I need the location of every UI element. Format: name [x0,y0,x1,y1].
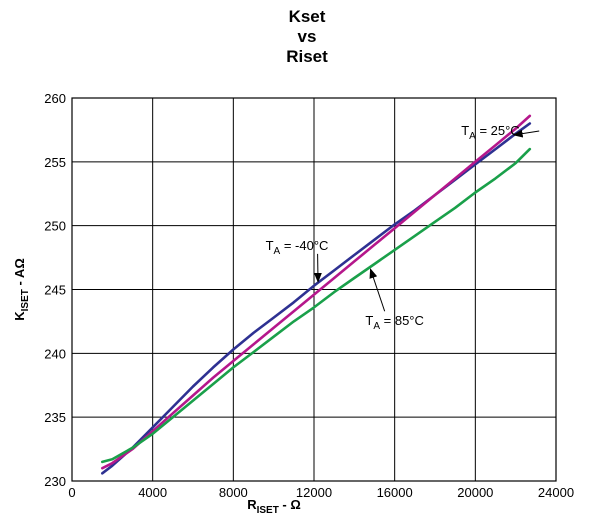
y-tick-labels: 230 235 240 245 250 255 260 [44,91,66,489]
y-tick-label: 230 [44,474,66,489]
y-tick-label: 255 [44,155,66,170]
annotation-label: TA = 25°C [461,123,520,142]
y-tick-label: 235 [44,410,66,425]
series-lines [101,114,532,475]
title-line: Riset [286,47,328,66]
plot-frame [71,97,557,482]
x-tick-label: 20000 [457,485,493,500]
x-axis-label: RISET - Ω [247,497,301,516]
title-line: Kset [289,7,326,26]
annotations: TA = 25°C TA = -40°C TA = 85°C [266,123,540,332]
x-tick-labels: 0 4000 8000 12000 16000 20000 24000 [68,485,574,500]
y-tick-label: 245 [44,283,66,298]
x-tick-label: 4000 [138,485,167,500]
y-axis-label: KISET - AΩ [12,258,31,321]
y-tick-label: 260 [44,91,66,106]
y-tick-label: 250 [44,219,66,234]
series-line-3 [101,147,532,464]
title-line: vs [298,27,317,46]
annotation-label: TA = 85°C [365,313,424,332]
axis-labels: RISET - Ω KISET - AΩ [12,258,301,516]
x-tick-label: 8000 [219,485,248,500]
plot-border [71,97,557,482]
x-tick-label: 24000 [538,485,574,500]
y-tick-label: 240 [44,346,66,361]
annotation-label: TA = -40°C [266,238,329,257]
series-line-1 [101,122,532,475]
annotation-arrow [512,129,540,138]
x-tick-label: 12000 [296,485,332,500]
annotation-arrow [369,268,386,312]
x-tick-label: 0 [68,485,75,500]
x-tick-label: 16000 [377,485,413,500]
series-line-2 [101,114,532,470]
